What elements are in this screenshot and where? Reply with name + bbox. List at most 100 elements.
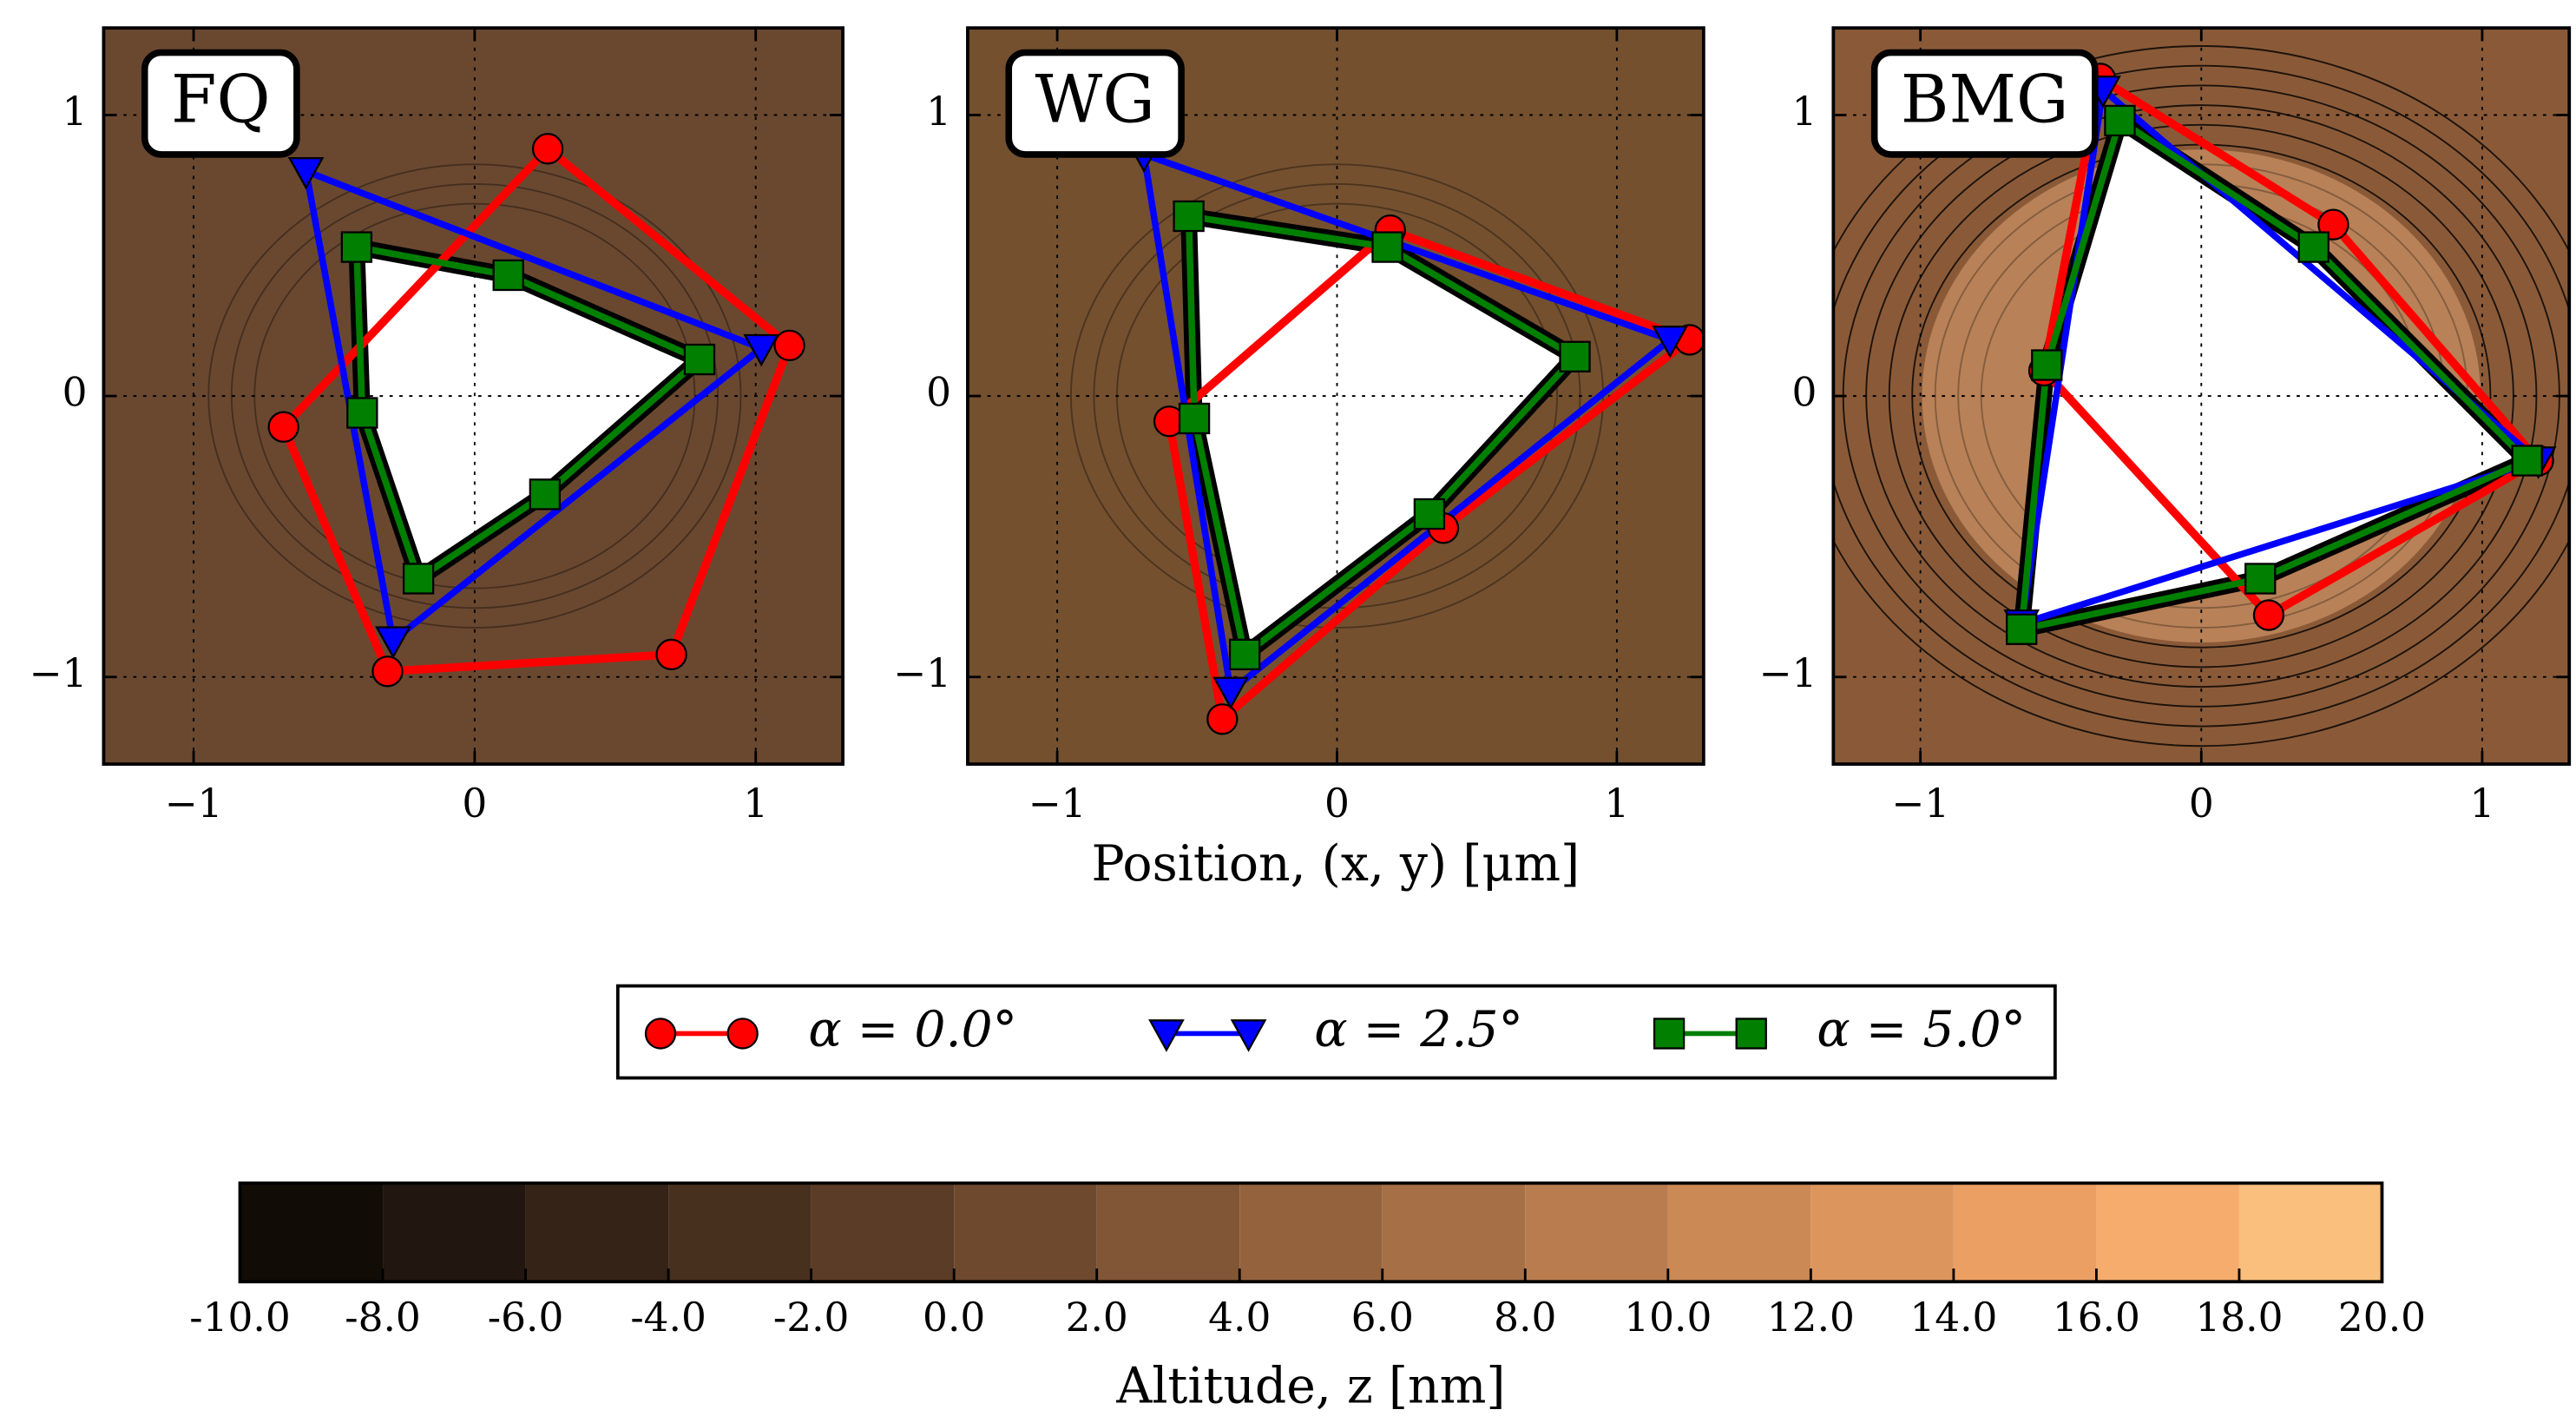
y-tick-label: 1 [62,89,88,135]
panel-title: FQ [171,62,271,138]
colorbar-tick-label: 2.0 [1066,1295,1128,1341]
legend-marker [644,1018,677,1050]
colorbar-tick-label: 20.0 [2338,1295,2426,1341]
legend-marker [726,1018,759,1050]
marker [1413,497,1446,530]
legend-label: α = 0.0° [808,1001,1017,1058]
marker [371,656,404,688]
marker [773,329,805,362]
color-bin [954,1183,1097,1282]
color-bin [1096,1183,1240,1282]
marker [1178,402,1211,435]
y-tick-label: 0 [926,370,951,416]
marker [1212,676,1249,710]
marker [1228,638,1261,671]
legend-box [615,984,2057,1080]
marker [346,397,378,429]
marker [2297,231,2330,263]
marker [683,343,716,376]
colorbar-tick-label: 0.0 [923,1295,985,1341]
contour [1888,123,2514,669]
color-bin [1667,1183,1811,1282]
x-tick-label: 1 [1604,781,1629,827]
legend-label: α = 2.5° [1314,1001,1523,1058]
series-line [279,144,794,675]
series-line [2040,74,2543,620]
x-axis-label: Position, (x, y) [μm] [1092,835,1580,893]
color-bin [1525,1183,1668,1282]
color-bin [383,1183,526,1282]
color-bin [1239,1183,1383,1282]
marker [492,259,524,292]
legend-label: α = 5.0° [1817,1001,2026,1058]
color-bin [668,1183,812,1282]
colorbar-frame [238,1181,2384,1284]
marker [529,478,562,511]
marker [2511,445,2543,477]
colorbar-tick-label: -6.0 [488,1295,564,1341]
color-bin [525,1183,669,1282]
color-bin [811,1183,955,1282]
colorbar-tick-label: 12.0 [1767,1295,1855,1341]
contour [1833,45,2570,748]
marker [2104,104,2136,137]
color-bin [2238,1183,2382,1282]
legend-marker [1735,1018,1767,1050]
panel [1833,28,2570,765]
colorbar-tick-label: -2.0 [773,1295,850,1341]
y-tick-label: 0 [62,370,88,416]
color-bin [1953,1183,2097,1282]
marker [655,638,687,671]
colorbar-tick-label: -4.0 [630,1295,706,1341]
legend-marker [1148,1019,1185,1052]
color-bin [1382,1183,1526,1282]
series-line [1165,226,1694,724]
color-bin [240,1183,384,1282]
colorbar-tick-label: -10.0 [189,1295,290,1341]
marker [1173,200,1205,233]
y-tick-label: −1 [30,650,88,696]
marker [1559,340,1591,372]
x-tick-label: −1 [1028,781,1087,827]
colorbar-tick-label: 18.0 [2195,1295,2283,1341]
title-box [1870,49,2099,158]
legend-marker [1653,1018,1686,1050]
y-tick-label: 1 [1792,89,1817,135]
panel-title: WG [1035,62,1155,138]
marker [340,231,373,263]
marker [2006,613,2038,645]
marker [2252,599,2285,631]
colorbar-tick-label: 10.0 [1624,1295,1712,1341]
colorbar-tick-label: 16.0 [2053,1295,2140,1341]
marker [1371,231,1403,263]
colorbar-tick-label: -8.0 [345,1295,421,1341]
marker [743,333,780,367]
title-box [1005,49,1185,158]
legend-marker [1230,1019,1267,1052]
x-tick-label: −1 [1891,781,1949,827]
contour [207,163,742,629]
colorbar-tick-label: 8.0 [1494,1295,1556,1341]
marker [267,411,299,443]
x-tick-label: 0 [462,781,487,827]
colorbar-tick-label: 4.0 [1208,1295,1271,1341]
y-tick-label: 0 [1792,370,1817,416]
panel-title: BMG [1901,62,2069,138]
title-box [141,49,300,158]
y-tick-label: −1 [893,650,951,696]
x-tick-label: 1 [743,781,768,827]
x-tick-label: 0 [1324,781,1350,827]
y-tick-label: 1 [926,89,951,135]
color-bin [1810,1183,1954,1282]
x-tick-label: 0 [2189,781,2214,827]
marker [402,563,435,595]
colorbar-label: Altitude, z [nm] [1115,1358,1505,1415]
x-tick-label: 1 [2469,781,2494,827]
y-tick-label: −1 [1758,650,1817,696]
colorbar-tick-label: 6.0 [1351,1295,1414,1341]
marker [287,156,325,190]
marker [375,626,411,659]
marker [2031,349,2063,381]
